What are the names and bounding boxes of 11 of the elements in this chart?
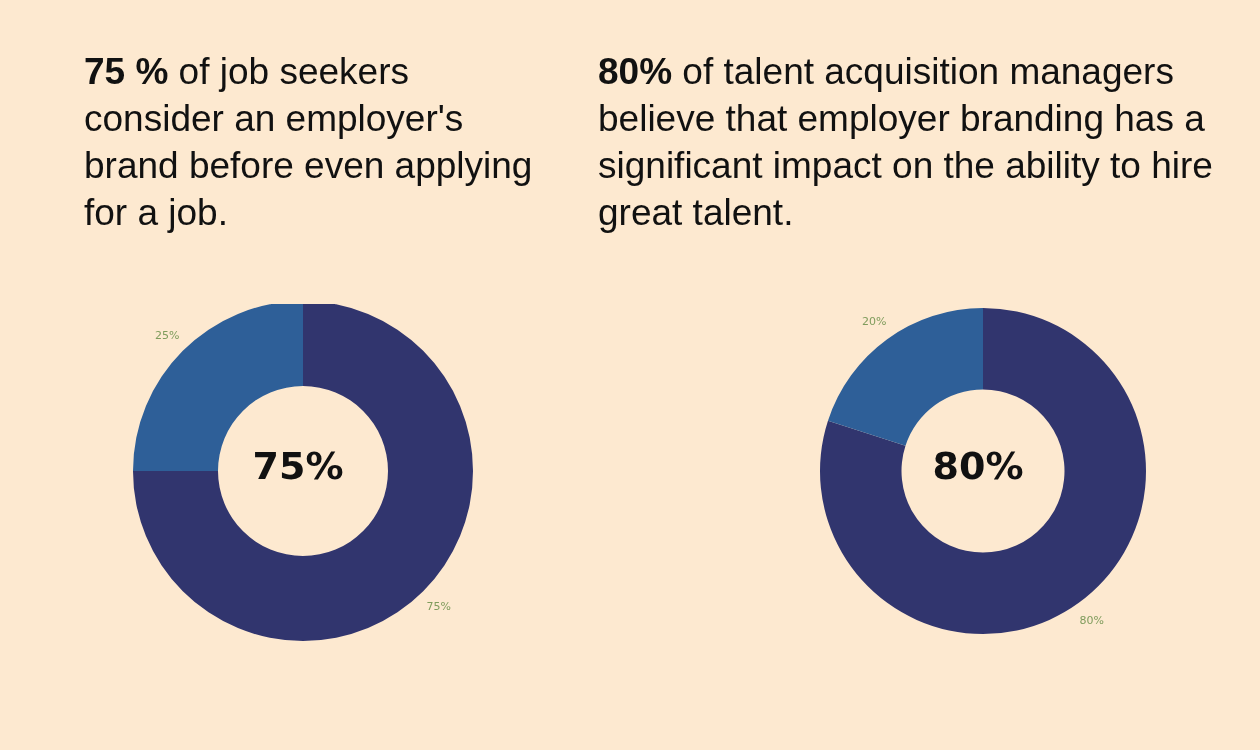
data-label: 20%	[862, 314, 887, 328]
data-label: 75%	[426, 600, 451, 614]
text: 75%	[252, 444, 344, 488]
donut-slice	[820, 308, 1146, 634]
text: 80%	[932, 444, 1024, 488]
chart-title: 80% of talent acquisition managers believe that employer branding has a significant impact on the ability to hire great talent.	[598, 50, 1214, 235]
data-label: 80%	[1079, 614, 1104, 628]
donut-slice	[827, 308, 983, 446]
data-label: 25%	[155, 328, 180, 342]
chart-title: 75 % of job seekers consider an employer's brand before even applying for a job.	[84, 50, 534, 235]
donut-slice	[133, 304, 473, 641]
